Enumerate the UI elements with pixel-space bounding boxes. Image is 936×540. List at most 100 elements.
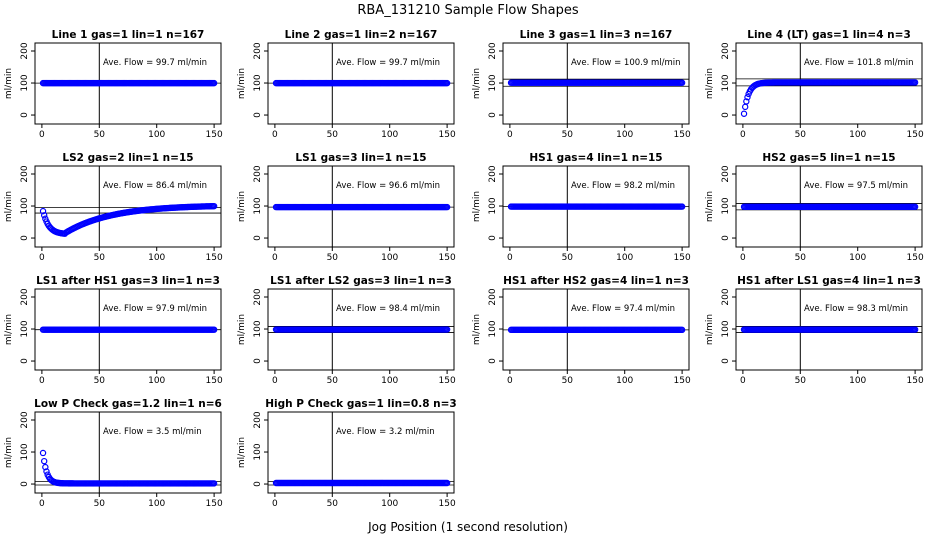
y-tick-label: 100 <box>721 320 731 337</box>
y-tick-label: 200 <box>253 288 263 305</box>
data-point <box>39 207 47 215</box>
panel-4: Line 4 (LT) gas=1 lin=4 n=3 0 50 100 150 0 100… <box>705 29 924 140</box>
panel-1: Line 1 gas=1 lin=1 n=167 0 50 100 150 0 100 200… <box>4 29 223 140</box>
x-tick-label: 150 <box>206 130 223 140</box>
data-point <box>443 79 451 87</box>
y-tick-label: 100 <box>488 74 498 91</box>
data-series <box>507 203 686 210</box>
x-tick-label: 100 <box>381 130 398 140</box>
y-tick-label: 100 <box>721 74 731 91</box>
panel-14: High P Check gas=1 lin=0.8 n=3 0 50 100 150 0… <box>237 398 457 509</box>
data-series <box>507 326 686 334</box>
x-tick-label: 50 <box>795 130 807 140</box>
x-tick-label: 100 <box>616 253 633 263</box>
data-series <box>39 326 218 333</box>
x-tick-label: 150 <box>206 376 223 386</box>
panel-2: Line 2 gas=1 lin=2 n=167 0 50 100 150 0 100 200… <box>237 29 456 140</box>
x-tick-label: 50 <box>562 253 574 263</box>
panel-12: HS1 after LS1 gas=4 lin=1 n=3 0 50 100 150 0 1… <box>705 275 924 386</box>
x-tick-label: 0 <box>272 376 278 386</box>
y-tick-label: 200 <box>20 288 30 305</box>
panel-title: Line 3 gas=1 lin=3 n=167 <box>520 29 673 41</box>
figure-title: RBA_131210 Sample Flow Shapes <box>357 3 578 18</box>
x-tick-label: 150 <box>674 130 691 140</box>
data-point <box>911 203 919 211</box>
y-tick-label: 0 <box>253 235 263 241</box>
x-tick-label: 150 <box>674 253 691 263</box>
panel-10: LS1 after LS2 gas=3 lin=1 n=3 0 50 100 150 0 1… <box>237 275 456 386</box>
x-tick-label: 100 <box>381 499 398 509</box>
y-axis-label: ml/min <box>4 314 14 345</box>
average-flow-annotation: Ave. Flow = 100.9 ml/min <box>571 58 680 68</box>
y-tick-label: 0 <box>20 235 30 241</box>
figure-x-axis-label: Jog Position (1 second resolution) <box>367 520 568 534</box>
y-tick-label: 0 <box>721 112 731 118</box>
y-tick-label: 200 <box>488 165 498 182</box>
x-tick-label: 0 <box>507 376 513 386</box>
panel-9: LS1 after HS1 gas=3 lin=1 n=3 0 50 100 150 0 1… <box>4 275 223 386</box>
panel-title: LS1 gas=3 lin=1 n=15 <box>295 152 426 164</box>
data-point <box>741 103 749 111</box>
data-series <box>272 79 451 87</box>
y-tick-label: 0 <box>488 112 498 118</box>
data-point <box>40 212 48 219</box>
data-point <box>443 326 451 333</box>
x-tick-label: 100 <box>148 376 165 386</box>
y-tick-label: 200 <box>488 42 498 59</box>
average-flow-annotation: Ave. Flow = 97.9 ml/min <box>103 304 207 314</box>
y-axis-label: ml/min <box>472 314 482 345</box>
data-point <box>40 457 48 465</box>
data-point <box>740 110 748 117</box>
y-tick-label: 0 <box>253 358 263 364</box>
panel-title: LS2 gas=2 lin=1 n=15 <box>62 152 193 164</box>
x-tick-label: 0 <box>740 376 746 386</box>
panel-title: HS2 gas=5 lin=1 n=15 <box>762 152 895 164</box>
x-tick-label: 100 <box>849 253 866 263</box>
data-point <box>210 202 218 210</box>
y-tick-label: 100 <box>253 74 263 91</box>
x-tick-label: 0 <box>39 253 45 263</box>
y-tick-label: 100 <box>488 197 498 214</box>
x-tick-label: 100 <box>381 253 398 263</box>
y-axis-label: ml/min <box>4 437 14 468</box>
x-tick-label: 0 <box>272 253 278 263</box>
data-point <box>743 98 750 105</box>
panel-7: HS1 gas=4 lin=1 n=15 0 50 100 150 0 100 200 ml/m… <box>472 152 691 263</box>
panel-title: High P Check gas=1 lin=0.8 n=3 <box>265 398 456 410</box>
y-tick-label: 100 <box>253 443 263 460</box>
data-series <box>39 202 218 237</box>
x-tick-label: 100 <box>381 376 398 386</box>
panel-title: Low P Check gas=1.2 lin=1 n=6 <box>34 398 222 410</box>
y-tick-label: 0 <box>721 358 731 364</box>
x-tick-label: 0 <box>507 130 513 140</box>
x-tick-label: 150 <box>907 253 924 263</box>
average-flow-annotation: Ave. Flow = 86.4 ml/min <box>103 181 207 191</box>
y-tick-label: 0 <box>20 481 30 487</box>
y-tick-label: 0 <box>253 112 263 118</box>
x-tick-label: 100 <box>849 130 866 140</box>
x-tick-label: 100 <box>616 130 633 140</box>
y-axis-label: ml/min <box>705 68 715 99</box>
data-point <box>210 480 218 487</box>
x-tick-label: 150 <box>674 376 691 386</box>
y-tick-label: 200 <box>488 288 498 305</box>
x-tick-label: 50 <box>795 376 807 386</box>
panel-title: Line 1 gas=1 lin=1 n=167 <box>52 29 205 41</box>
y-tick-label: 100 <box>20 197 30 214</box>
y-tick-label: 0 <box>253 481 263 487</box>
panel-13: Low P Check gas=1.2 lin=1 n=6 0 50 100 150 0 1… <box>4 398 223 509</box>
panels-container: Line 1 gas=1 lin=1 n=167 0 50 100 150 0 100 200… <box>4 29 924 509</box>
panel-11: HS1 after HS2 gas=4 lin=1 n=3 0 50 100 150 0 1… <box>472 275 691 386</box>
average-flow-annotation: Ave. Flow = 98.3 ml/min <box>804 304 908 314</box>
y-tick-label: 100 <box>20 74 30 91</box>
x-tick-label: 0 <box>272 130 278 140</box>
data-series <box>39 79 218 87</box>
y-tick-label: 0 <box>488 235 498 241</box>
y-axis-label: ml/min <box>705 314 715 345</box>
x-tick-label: 0 <box>272 499 278 509</box>
y-tick-label: 200 <box>20 165 30 182</box>
data-point <box>39 449 47 457</box>
average-flow-annotation: Ave. Flow = 99.7 ml/min <box>103 58 207 68</box>
data-point <box>678 79 686 86</box>
